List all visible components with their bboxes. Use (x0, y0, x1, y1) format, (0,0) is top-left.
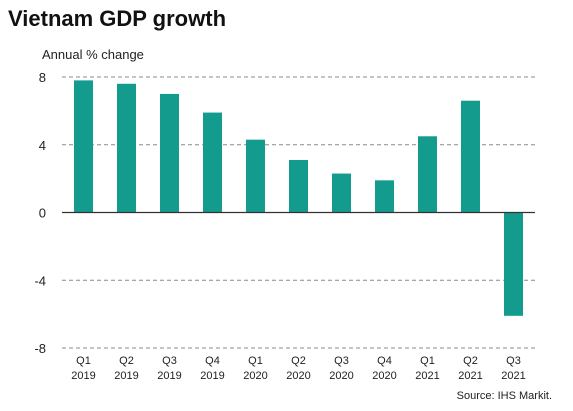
x-tick-label-year: 2020 (372, 370, 396, 382)
bar (117, 83, 136, 213)
bar (74, 80, 93, 213)
y-tick-label: 8 (39, 70, 46, 85)
x-tick-label-quarter: Q2 (119, 355, 134, 367)
bar (160, 93, 179, 213)
x-tick-label-quarter: Q1 (76, 355, 91, 367)
y-tick-label: -4 (34, 273, 46, 288)
x-tick-label-year: 2020 (243, 370, 267, 382)
x-tick-label-quarter: Q3 (162, 355, 177, 367)
source-note: Source: IHS Markit. (456, 390, 552, 402)
bar (375, 180, 394, 213)
y-tick-label: -8 (34, 341, 46, 356)
x-tick-label-quarter: Q1 (420, 355, 435, 367)
x-tick-label-year: 2020 (286, 370, 310, 382)
x-tick-label-year: 2021 (415, 370, 439, 382)
bar (203, 112, 222, 213)
x-tick-label-year: 2021 (458, 370, 482, 382)
x-tick-label-quarter: Q2 (291, 355, 306, 367)
x-tick-label-year: 2019 (200, 370, 224, 382)
bar (332, 173, 351, 213)
x-tick-label-quarter: Q2 (463, 355, 478, 367)
x-tick-label-year: 2019 (157, 370, 181, 382)
x-tick-label-quarter: Q4 (377, 355, 392, 367)
bar (289, 159, 308, 213)
bar (418, 136, 437, 213)
x-tick-label-quarter: Q3 (506, 355, 521, 367)
x-tick-label-year: 2021 (501, 370, 525, 382)
x-tick-label-quarter: Q4 (205, 355, 220, 367)
bar (504, 212, 523, 316)
y-tick-label: 0 (39, 206, 46, 221)
x-tick-label-quarter: Q1 (248, 355, 263, 367)
x-tick-label-year: 2019 (114, 370, 138, 382)
bar (461, 100, 480, 213)
chart-title: Vietnam GDP growth (8, 6, 227, 31)
x-tick-label-year: 2020 (329, 370, 353, 382)
x-tick-label-quarter: Q3 (334, 355, 349, 367)
y-axis-label: Annual % change (42, 47, 144, 62)
gridlines (62, 76, 535, 349)
y-tick-label: 4 (39, 138, 46, 153)
x-tick-label-year: 2019 (71, 370, 95, 382)
tick-labels: 8 4 0 -4 -8 Q1 2019 Q2 2019 Q3 2019 Q4 2019 Q1 2020 Q2 2… (34, 70, 525, 382)
bar (246, 139, 265, 213)
bars (74, 80, 523, 316)
